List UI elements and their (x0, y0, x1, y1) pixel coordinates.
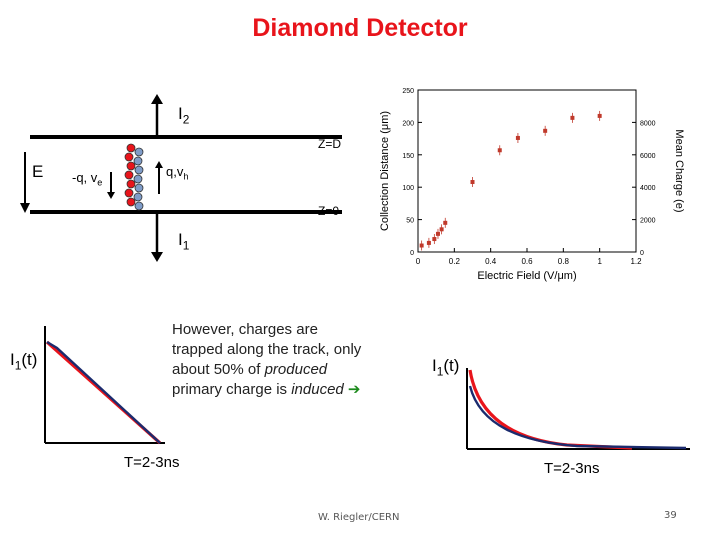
data-point (439, 227, 444, 232)
left-plot-ylabel: I1(t) (10, 350, 38, 373)
electron-label: -q, ve (72, 170, 103, 188)
footer-text: W. Riegler/CERN (318, 512, 400, 523)
left-current-plot (44, 326, 165, 445)
right-current-plot (466, 368, 690, 450)
slide-title: Diamond Detector (252, 14, 468, 42)
right-plot-red-curve (468, 369, 633, 450)
arrow-head-up-icon (151, 94, 163, 104)
data-point (432, 237, 437, 242)
x-tick-label: 1.2 (630, 257, 642, 266)
x-tick-label: 0.4 (485, 257, 497, 266)
y2-tick-label: 4000 (640, 185, 656, 192)
hole-label: q,vh (166, 164, 189, 182)
chart-xlabel: Electric Field (V/μm) (477, 270, 576, 282)
electrode-top-label: Z=D (318, 137, 342, 151)
data-point (470, 180, 475, 185)
note-line-2: trapped along the track, only (172, 341, 362, 358)
detector-diagram (20, 94, 342, 262)
data-point (515, 135, 520, 140)
right-plot-blue-curve (468, 385, 687, 450)
field-label: E (32, 162, 44, 181)
arrow-head-up-icon (155, 161, 163, 168)
data-point (435, 231, 440, 236)
x-tick-label: 1 (597, 257, 602, 266)
arrow-head-down-icon (151, 252, 163, 262)
right-plot-xlabel: T=2-3ns (544, 460, 600, 477)
y-tick-label: 50 (406, 218, 414, 225)
arrow-head-down-icon (20, 203, 30, 213)
chart-ylabel: Collection Distance (μm) (379, 111, 391, 231)
chart-frame (417, 89, 637, 253)
data-point (597, 113, 602, 118)
collection-distance-chart: 0 0.2 0.4 0.6 0.8 1 1.205010015020025002000400… (379, 88, 685, 282)
data-point (443, 220, 448, 225)
x-tick-label: 0.8 (558, 257, 570, 266)
x-tick-label: 0.6 (521, 257, 533, 266)
current-i2-label: I2 (178, 104, 190, 127)
arrow-head-down-icon (107, 192, 115, 199)
data-point (497, 148, 502, 153)
x-tick-label: 0.2 (449, 257, 461, 266)
right-plot-ylabel: I1(t) (432, 356, 460, 379)
electrode-bottom-label: Z=0 (318, 204, 340, 218)
y2-tick-label: 8000 (640, 120, 656, 127)
y-tick-label: 0 (410, 250, 414, 257)
left-plot-blue-curve (46, 340, 161, 444)
left-plot-xlabel: T=2-3ns (124, 454, 180, 471)
chart-y2label: Mean Charge (e) (673, 129, 685, 212)
x-tick-label: 0 (416, 257, 421, 266)
data-point (419, 243, 424, 248)
y2-tick-label: 0 (640, 250, 644, 257)
electron-charges (124, 143, 136, 207)
y-tick-label: 150 (402, 153, 414, 160)
arrow-right-icon: ➔ (347, 381, 361, 398)
data-point (543, 128, 548, 133)
y2-tick-label: 2000 (640, 218, 656, 225)
page-number: 39 (664, 510, 677, 521)
current-i1-label: I1 (178, 230, 190, 253)
hole-charges (133, 147, 144, 211)
y-tick-label: 250 (402, 88, 414, 95)
note-line-4: primary charge is induced ➔ (172, 381, 361, 398)
note-text: However, charges are trapped along the t… (172, 320, 402, 400)
data-point (570, 115, 575, 120)
data-point (426, 240, 431, 245)
note-line-3: about 50% of produced (172, 361, 328, 378)
y2-tick-label: 6000 (640, 153, 656, 160)
note-line-1: However, charges are (172, 321, 318, 338)
y-tick-label: 200 (402, 120, 414, 127)
y-tick-label: 100 (402, 185, 414, 192)
